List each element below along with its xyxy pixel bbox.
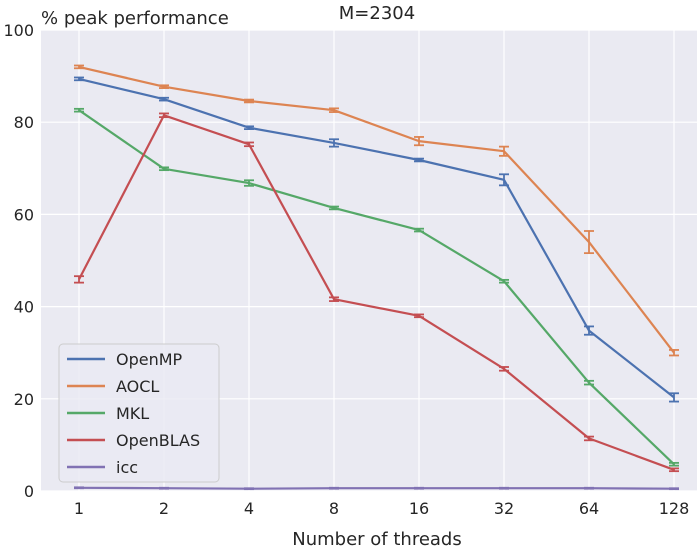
series-line <box>78 486 675 490</box>
error-bar <box>74 107 84 113</box>
error-bar <box>584 486 594 490</box>
x-tick-labels: 1 2 4 8 16 32 64 128 <box>74 499 689 518</box>
error-bar <box>244 179 254 187</box>
error-bar <box>669 461 679 467</box>
error-bar <box>499 486 509 490</box>
error-bar <box>159 96 169 102</box>
y-axis-label: % peak performance <box>41 8 229 29</box>
error-bar <box>329 138 339 148</box>
x-tick-label: 1 <box>74 499 84 518</box>
legend-item-mkl: MKL <box>67 404 149 423</box>
error-bar <box>584 435 594 442</box>
legend-item-openblas: OpenBLAS <box>67 431 200 450</box>
legend-item-icc: icc <box>67 458 138 477</box>
y-tick-label: 80 <box>14 113 34 132</box>
series-openblas <box>74 112 679 473</box>
error-bar <box>74 76 84 82</box>
x-tick-label: 32 <box>494 499 514 518</box>
x-tick-label: 16 <box>409 499 429 518</box>
x-tick-label: 4 <box>244 499 254 518</box>
legend-label: OpenMP <box>116 350 183 369</box>
error-bar <box>159 486 169 490</box>
error-bar <box>584 379 594 386</box>
y-tick-label: 0 <box>24 482 34 501</box>
legend-item-aocl: AOCL <box>67 377 159 396</box>
error-bar <box>159 166 169 172</box>
y-tick-label: 20 <box>14 390 34 409</box>
error-bar <box>414 227 424 233</box>
series-group <box>74 64 679 491</box>
error-bar <box>329 107 339 113</box>
series-line <box>78 65 675 354</box>
legend-item-openmp: OpenMP <box>67 350 183 369</box>
x-axis-label: Number of threads <box>292 529 461 550</box>
error-bar <box>584 230 594 255</box>
series-icc <box>74 486 679 491</box>
series-mkl <box>74 107 679 467</box>
error-bar <box>499 145 509 157</box>
error-bar <box>244 125 254 131</box>
legend-label: MKL <box>116 404 149 423</box>
error-bar <box>499 278 509 284</box>
error-bar <box>584 325 594 336</box>
error-bar <box>414 486 424 490</box>
error-bar <box>669 467 679 473</box>
error-bar <box>669 487 679 491</box>
error-bar <box>329 486 339 490</box>
legend-label: icc <box>116 458 138 477</box>
series-openmp <box>74 76 679 403</box>
series-line <box>78 114 675 471</box>
legend-label: OpenBLAS <box>116 431 200 450</box>
error-bar <box>244 141 254 148</box>
y-tick-label: 100 <box>3 21 34 40</box>
legend-label: AOCL <box>116 377 159 396</box>
x-tick-label: 2 <box>159 499 169 518</box>
error-bar <box>669 392 679 403</box>
error-bar <box>74 275 84 284</box>
error-bar <box>159 84 169 89</box>
error-bar <box>329 296 339 302</box>
error-bar <box>74 64 84 70</box>
x-tick-label: 8 <box>329 499 339 518</box>
y-tick-label: 60 <box>14 205 34 224</box>
error-bar <box>244 98 254 104</box>
y-tick-labels: 0 20 40 60 80 100 <box>3 21 34 501</box>
x-tick-label: 128 <box>659 499 690 518</box>
legend: OpenMP AOCL MKL OpenBLAS icc <box>58 343 220 483</box>
error-bar <box>669 349 679 357</box>
error-bar <box>499 366 509 372</box>
series-line <box>78 77 675 399</box>
error-bar <box>414 136 424 147</box>
error-bar <box>414 157 424 163</box>
series-line <box>78 109 675 466</box>
error-bar <box>159 112 169 119</box>
error-bar <box>244 487 254 491</box>
chart-title: M=2304 <box>339 3 415 24</box>
error-bar <box>499 173 509 187</box>
y-tick-label: 40 <box>14 298 34 317</box>
series-aocl <box>74 64 679 357</box>
error-bar <box>74 486 84 490</box>
error-bar <box>414 313 424 319</box>
x-tick-label: 64 <box>579 499 599 518</box>
legend-box <box>58 343 220 483</box>
error-bar <box>329 205 339 211</box>
